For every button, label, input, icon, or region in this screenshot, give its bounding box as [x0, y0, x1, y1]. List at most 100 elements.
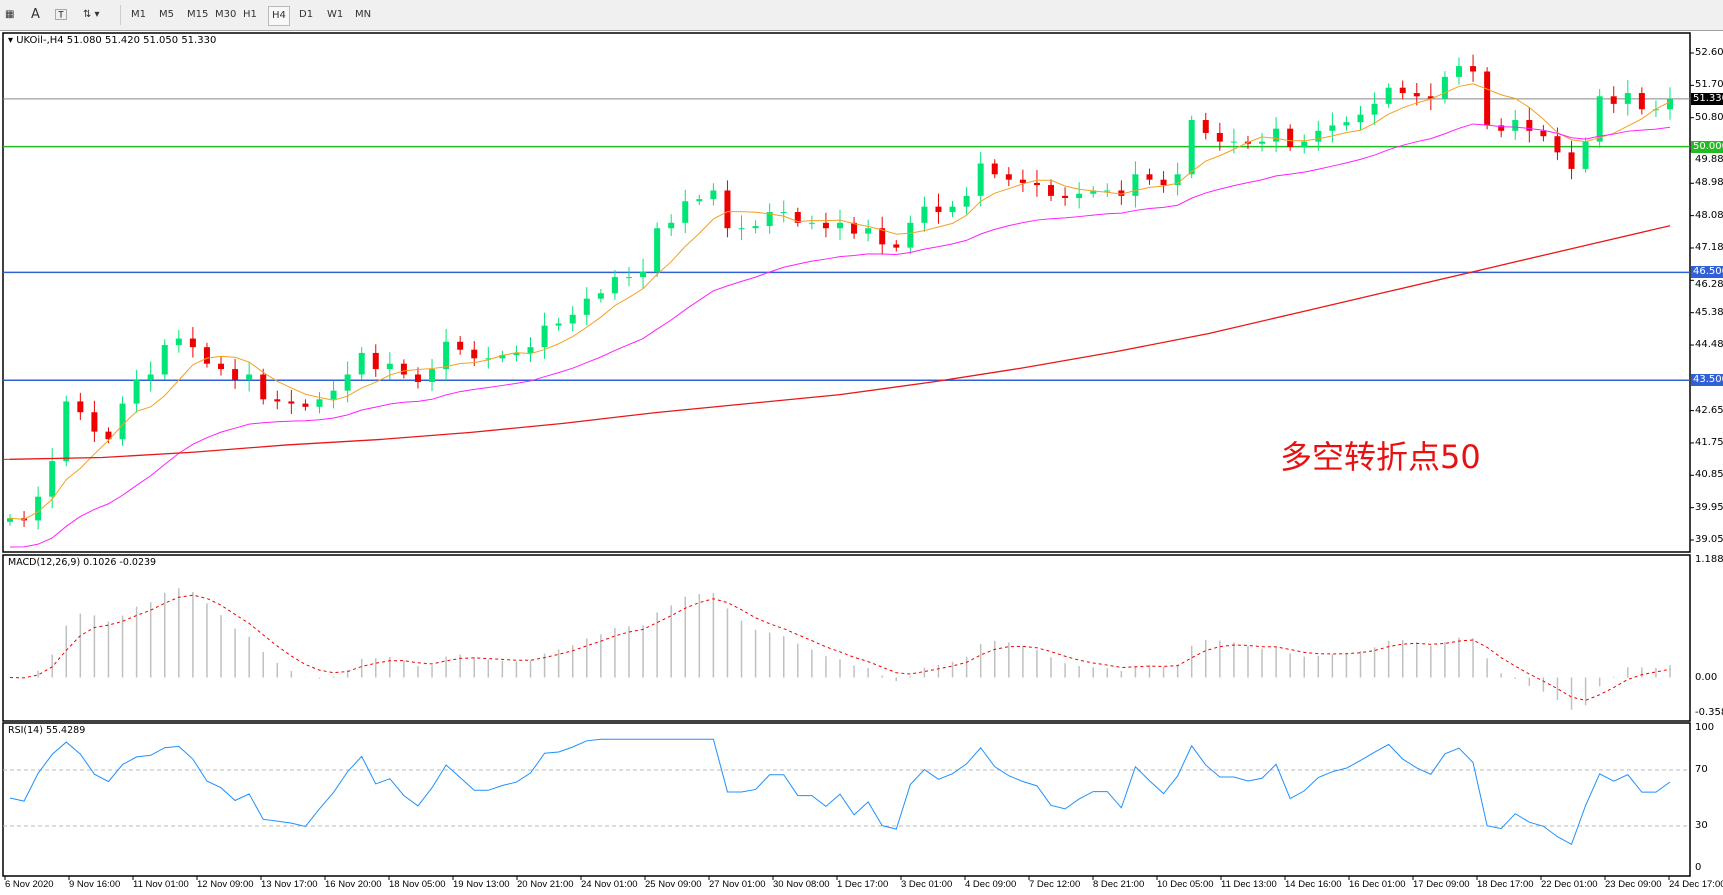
candle: [1427, 96, 1434, 99]
candle: [583, 298, 590, 315]
price-tick: 52.605: [1695, 47, 1723, 58]
candle: [105, 431, 112, 440]
time-label: 24 Dec 17:00: [1669, 879, 1723, 890]
time-label: 23 Dec 09:00: [1605, 879, 1662, 890]
candle: [597, 293, 604, 299]
candle: [302, 403, 309, 407]
ma-mid-line: [9, 123, 1671, 548]
candle: [1301, 141, 1308, 147]
candle: [203, 347, 210, 364]
macd-tick: 0.00: [1695, 671, 1718, 683]
candle: [1287, 128, 1294, 147]
time-label: 4 Dec 09:00: [965, 879, 1017, 890]
candle: [837, 222, 843, 229]
price-tick: 40.855: [1695, 469, 1723, 481]
candle: [1104, 190, 1111, 192]
price-tick: 39.955: [1695, 501, 1723, 513]
candle: [907, 222, 914, 248]
time-label: 8 Dec 21:00: [1093, 879, 1145, 890]
candle: [344, 374, 351, 391]
time-label: 16 Dec 01:00: [1349, 879, 1406, 890]
macd-label: MACD(12,26,9) 0.1026 -0.0239: [8, 557, 157, 568]
rsi-panel: [2, 722, 1691, 877]
arrows-icon[interactable]: ⇅ ▾: [83, 9, 100, 20]
period-h4[interactable]: H4: [268, 6, 290, 26]
period-h1[interactable]: H1: [243, 9, 257, 20]
candle: [1455, 66, 1462, 77]
candle: [1188, 120, 1195, 175]
time-label: 6 Nov 2020: [5, 879, 54, 890]
candle: [808, 222, 815, 224]
text-label-icon[interactable]: 🅃: [55, 8, 68, 22]
period-m1[interactable]: M1: [131, 9, 146, 20]
candle: [161, 345, 168, 375]
candle: [1216, 132, 1223, 142]
period-mn[interactable]: MN: [355, 9, 372, 20]
candle: [316, 399, 323, 407]
period-m5[interactable]: M5: [159, 9, 174, 20]
candle: [794, 212, 801, 223]
price-tick: 48.980: [1695, 177, 1723, 189]
candle: [232, 369, 239, 380]
time-label: 16 Nov 20:00: [325, 879, 382, 890]
candle: [1652, 109, 1659, 111]
candle: [443, 341, 450, 370]
candle: [1357, 114, 1364, 123]
candle: [1076, 193, 1083, 199]
candle: [1062, 195, 1069, 199]
candle: [1441, 76, 1448, 99]
candle: [429, 369, 436, 383]
toolbar: ▦ A 🅃 ⇅ ▾ M1 M5 M15 M30 H1 H4 D1 W1 MN: [0, 0, 1723, 31]
price-tick: 48.080: [1695, 209, 1723, 221]
period-m15[interactable]: M15: [187, 9, 209, 20]
candle: [1582, 141, 1589, 169]
candle: [1526, 120, 1533, 131]
candle: [724, 190, 731, 229]
candle: [1343, 122, 1350, 126]
candle: [527, 347, 534, 353]
candle: [625, 277, 632, 279]
time-label: 10 Dec 05:00: [1157, 879, 1214, 890]
candle: [668, 222, 675, 229]
time-label: 11 Nov 01:00: [133, 879, 189, 890]
text-a-icon[interactable]: A: [31, 7, 40, 22]
candle: [1638, 93, 1645, 110]
period-d1[interactable]: D1: [299, 9, 314, 20]
price-tick: 49.880: [1695, 153, 1723, 165]
candle: [218, 363, 225, 370]
candle: [738, 228, 745, 230]
candle: [1202, 120, 1209, 133]
candle: [654, 228, 661, 272]
period-m30[interactable]: M30: [215, 9, 237, 20]
candle: [246, 374, 253, 380]
candle: [1596, 96, 1603, 142]
candle: [555, 323, 562, 326]
candle: [949, 206, 956, 213]
candle: [77, 401, 84, 413]
period-w1[interactable]: W1: [327, 9, 344, 20]
grid-icon[interactable]: ▦: [5, 9, 15, 20]
symbol-info: ▾ UKOil-,H4 51.080 51.420 51.050 51.330: [8, 35, 217, 46]
candle: [471, 349, 478, 359]
candle: [1470, 66, 1477, 72]
candle: [414, 374, 421, 383]
time-label: 1 Dec 17:00: [837, 879, 889, 890]
candle: [1005, 174, 1012, 180]
candle: [766, 212, 773, 227]
candle: [752, 226, 759, 229]
candle: [35, 496, 42, 521]
candle: [921, 206, 928, 223]
candle: [1610, 96, 1617, 104]
price-tick: 45.380: [1695, 306, 1723, 318]
candle: [63, 401, 70, 462]
candle: [457, 341, 464, 350]
candle: [879, 228, 886, 245]
time-label: 18 Dec 17:00: [1477, 879, 1534, 890]
candle: [696, 199, 703, 202]
candle: [1399, 87, 1406, 94]
candle: [1230, 141, 1237, 143]
time-label: 24 Nov 01:00: [581, 879, 638, 890]
candle: [1160, 179, 1167, 186]
hline-tag: 46.500: [1691, 266, 1723, 279]
